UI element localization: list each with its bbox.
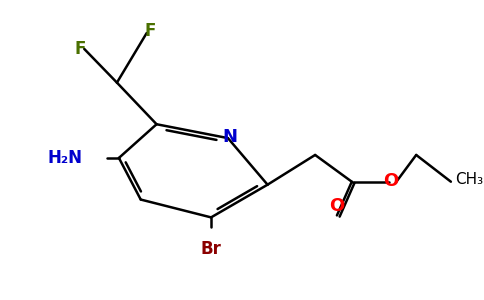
Text: H₂N: H₂N	[47, 149, 83, 167]
Text: O: O	[329, 197, 345, 215]
Text: N: N	[223, 128, 237, 146]
Text: F: F	[145, 22, 156, 40]
Text: F: F	[75, 40, 86, 58]
Text: CH₃: CH₃	[454, 172, 483, 187]
Text: Br: Br	[201, 240, 222, 258]
Text: O: O	[383, 172, 398, 190]
